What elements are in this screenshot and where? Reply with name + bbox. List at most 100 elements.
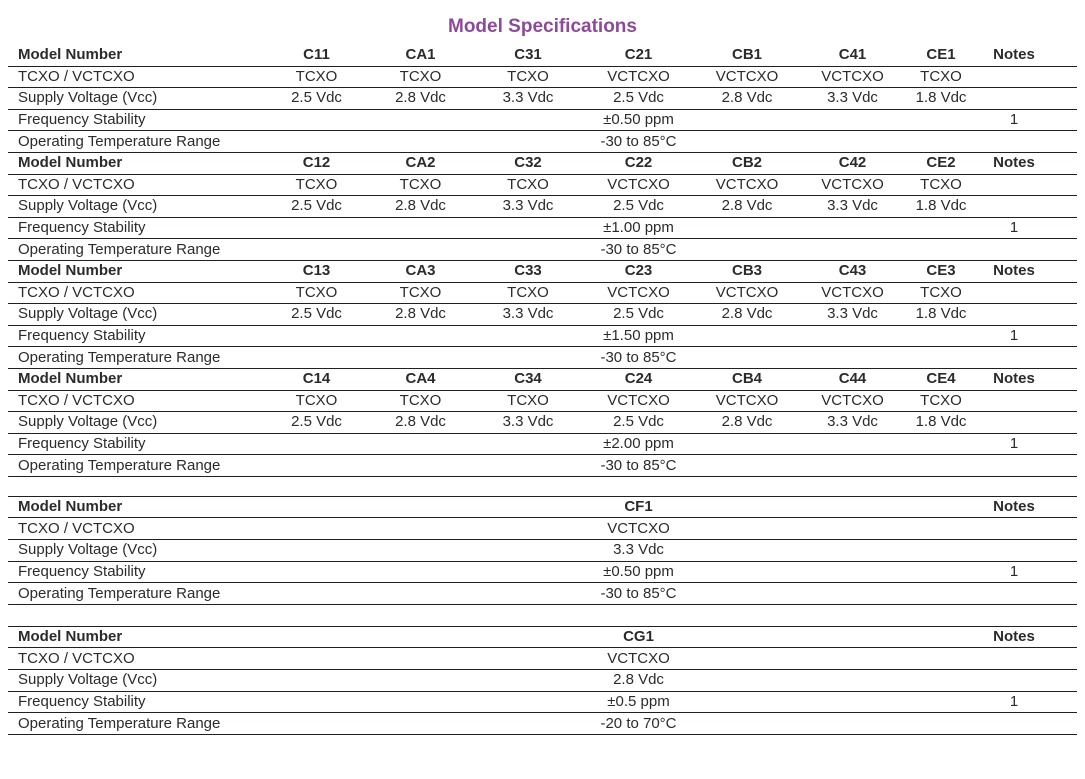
model-number-cell: C14 [265, 368, 368, 391]
empty-cell [368, 691, 473, 714]
model-number-cell: CA1 [368, 45, 473, 67]
empty-cell [977, 582, 1077, 605]
temp-range-row: Operating Temperature Range -30 to 85°C [8, 454, 1077, 477]
type-row: TCXO / VCTCXO TCXO TCXO TCXO VCTCXO VCTCXO VCT… [8, 390, 1077, 413]
type-cell: TCXO [265, 174, 368, 197]
empty-cell [473, 691, 583, 714]
empty-cell [473, 238, 583, 261]
type-cell: VCTCXO [694, 390, 800, 413]
stability-cell: ±1.00 ppm [583, 217, 694, 240]
empty-cell [977, 454, 1077, 477]
voltage-cell: 3.3 Vdc [800, 411, 905, 434]
row-label: Model Number [8, 626, 265, 649]
type-cell: VCTCXO [694, 174, 800, 197]
voltage-cell: 2.5 Vdc [583, 87, 694, 110]
empty-cell [265, 346, 368, 369]
spec-table-cf1: Model Number CF1 Notes TCXO / VCTCXO VCTCXO S… [8, 495, 1077, 605]
empty-cell [473, 647, 583, 671]
empty-cell [977, 282, 1077, 305]
empty-cell [800, 130, 905, 153]
model-number-cell: C44 [800, 368, 905, 391]
empty-cell [368, 712, 473, 735]
row-label: Frequency Stability [8, 691, 265, 714]
note-cell: 1 [977, 109, 1077, 132]
type-cell: TCXO [265, 66, 368, 89]
row-label: Frequency Stability [8, 109, 265, 132]
empty-cell [265, 626, 368, 649]
type-cell: TCXO [905, 390, 977, 413]
empty-cell [905, 238, 977, 261]
empty-cell [694, 346, 800, 369]
row-label: TCXO / VCTCXO [8, 647, 265, 671]
model-number-cell: CG1 [583, 626, 694, 649]
voltage-cell: 3.3 Vdc [800, 303, 905, 326]
row-label: Operating Temperature Range [8, 130, 265, 153]
row-label: Model Number [8, 496, 265, 519]
voltage-cell: 2.8 Vdc [368, 195, 473, 218]
empty-cell [905, 669, 977, 692]
notes-header: Notes [977, 45, 1077, 67]
empty-cell [473, 109, 583, 132]
empty-cell [977, 66, 1077, 89]
voltage-cell: 1.8 Vdc [905, 303, 977, 326]
notes-header: Notes [977, 496, 1077, 519]
empty-cell [473, 130, 583, 153]
empty-cell [977, 303, 1077, 326]
empty-cell [473, 325, 583, 348]
empty-cell [265, 647, 368, 671]
empty-cell [905, 454, 977, 477]
stability-cell: ±2.00 ppm [583, 433, 694, 456]
empty-cell [800, 496, 905, 519]
voltage-cell: 3.3 Vdc [473, 87, 583, 110]
voltage-cell: 2.5 Vdc [265, 411, 368, 434]
empty-cell [473, 669, 583, 692]
model-number-cell: C13 [265, 260, 368, 283]
model-number-row: Model Number C11 CA1 C31 C21 CB1 C41 CE1 Notes [8, 45, 1077, 67]
type-cell: TCXO [905, 174, 977, 197]
voltage-cell: 2.8 Vdc [368, 411, 473, 434]
voltage-cell: 2.5 Vdc [265, 195, 368, 218]
row-label: Frequency Stability [8, 433, 265, 456]
model-number-cell: CE4 [905, 368, 977, 391]
type-cell: VCTCXO [583, 390, 694, 413]
model-number-cell: CF1 [583, 496, 694, 519]
type-cell: VCTCXO [583, 647, 694, 671]
empty-cell [265, 433, 368, 456]
model-number-cell: C34 [473, 368, 583, 391]
voltage-cell: 2.5 Vdc [583, 195, 694, 218]
type-cell: TCXO [473, 282, 583, 305]
empty-cell [368, 238, 473, 261]
stability-cell: ±0.50 ppm [583, 109, 694, 132]
temp-range-cell: -30 to 85°C [583, 238, 694, 261]
model-number-cell: C31 [473, 45, 583, 67]
empty-cell [905, 517, 977, 541]
type-cell: TCXO [473, 390, 583, 413]
type-cell: VCTCXO [800, 390, 905, 413]
voltage-cell: 2.5 Vdc [583, 303, 694, 326]
empty-cell [694, 217, 800, 240]
empty-cell [977, 712, 1077, 735]
type-row: TCXO / VCTCXO TCXO TCXO TCXO VCTCXO VCTCXO VCT… [8, 282, 1077, 305]
type-cell: TCXO [368, 282, 473, 305]
table-gap [0, 605, 1085, 626]
model-number-cell: CB4 [694, 368, 800, 391]
temp-range-row: Operating Temperature Range -30 to 85°C [8, 238, 1077, 261]
temp-range-cell: -30 to 85°C [583, 582, 694, 605]
model-number-row: Model Number C13 CA3 C33 C23 CB3 C43 CE3 Notes [8, 260, 1077, 283]
empty-cell [905, 539, 977, 562]
type-cell: VCTCXO [694, 66, 800, 89]
empty-cell [368, 496, 473, 519]
empty-cell [368, 109, 473, 132]
notes-header: Notes [977, 260, 1077, 283]
empty-cell [368, 454, 473, 477]
page-title: Model Specifications [448, 16, 637, 37]
row-label: Supply Voltage (Vcc) [8, 303, 265, 326]
empty-cell [368, 647, 473, 671]
empty-cell [368, 539, 473, 562]
notes-header: Notes [977, 368, 1077, 391]
type-cell: VCTCXO [800, 66, 905, 89]
empty-cell [265, 496, 368, 519]
temp-range-cell: -30 to 85°C [583, 130, 694, 153]
empty-cell [694, 669, 800, 692]
row-label: Supply Voltage (Vcc) [8, 195, 265, 218]
